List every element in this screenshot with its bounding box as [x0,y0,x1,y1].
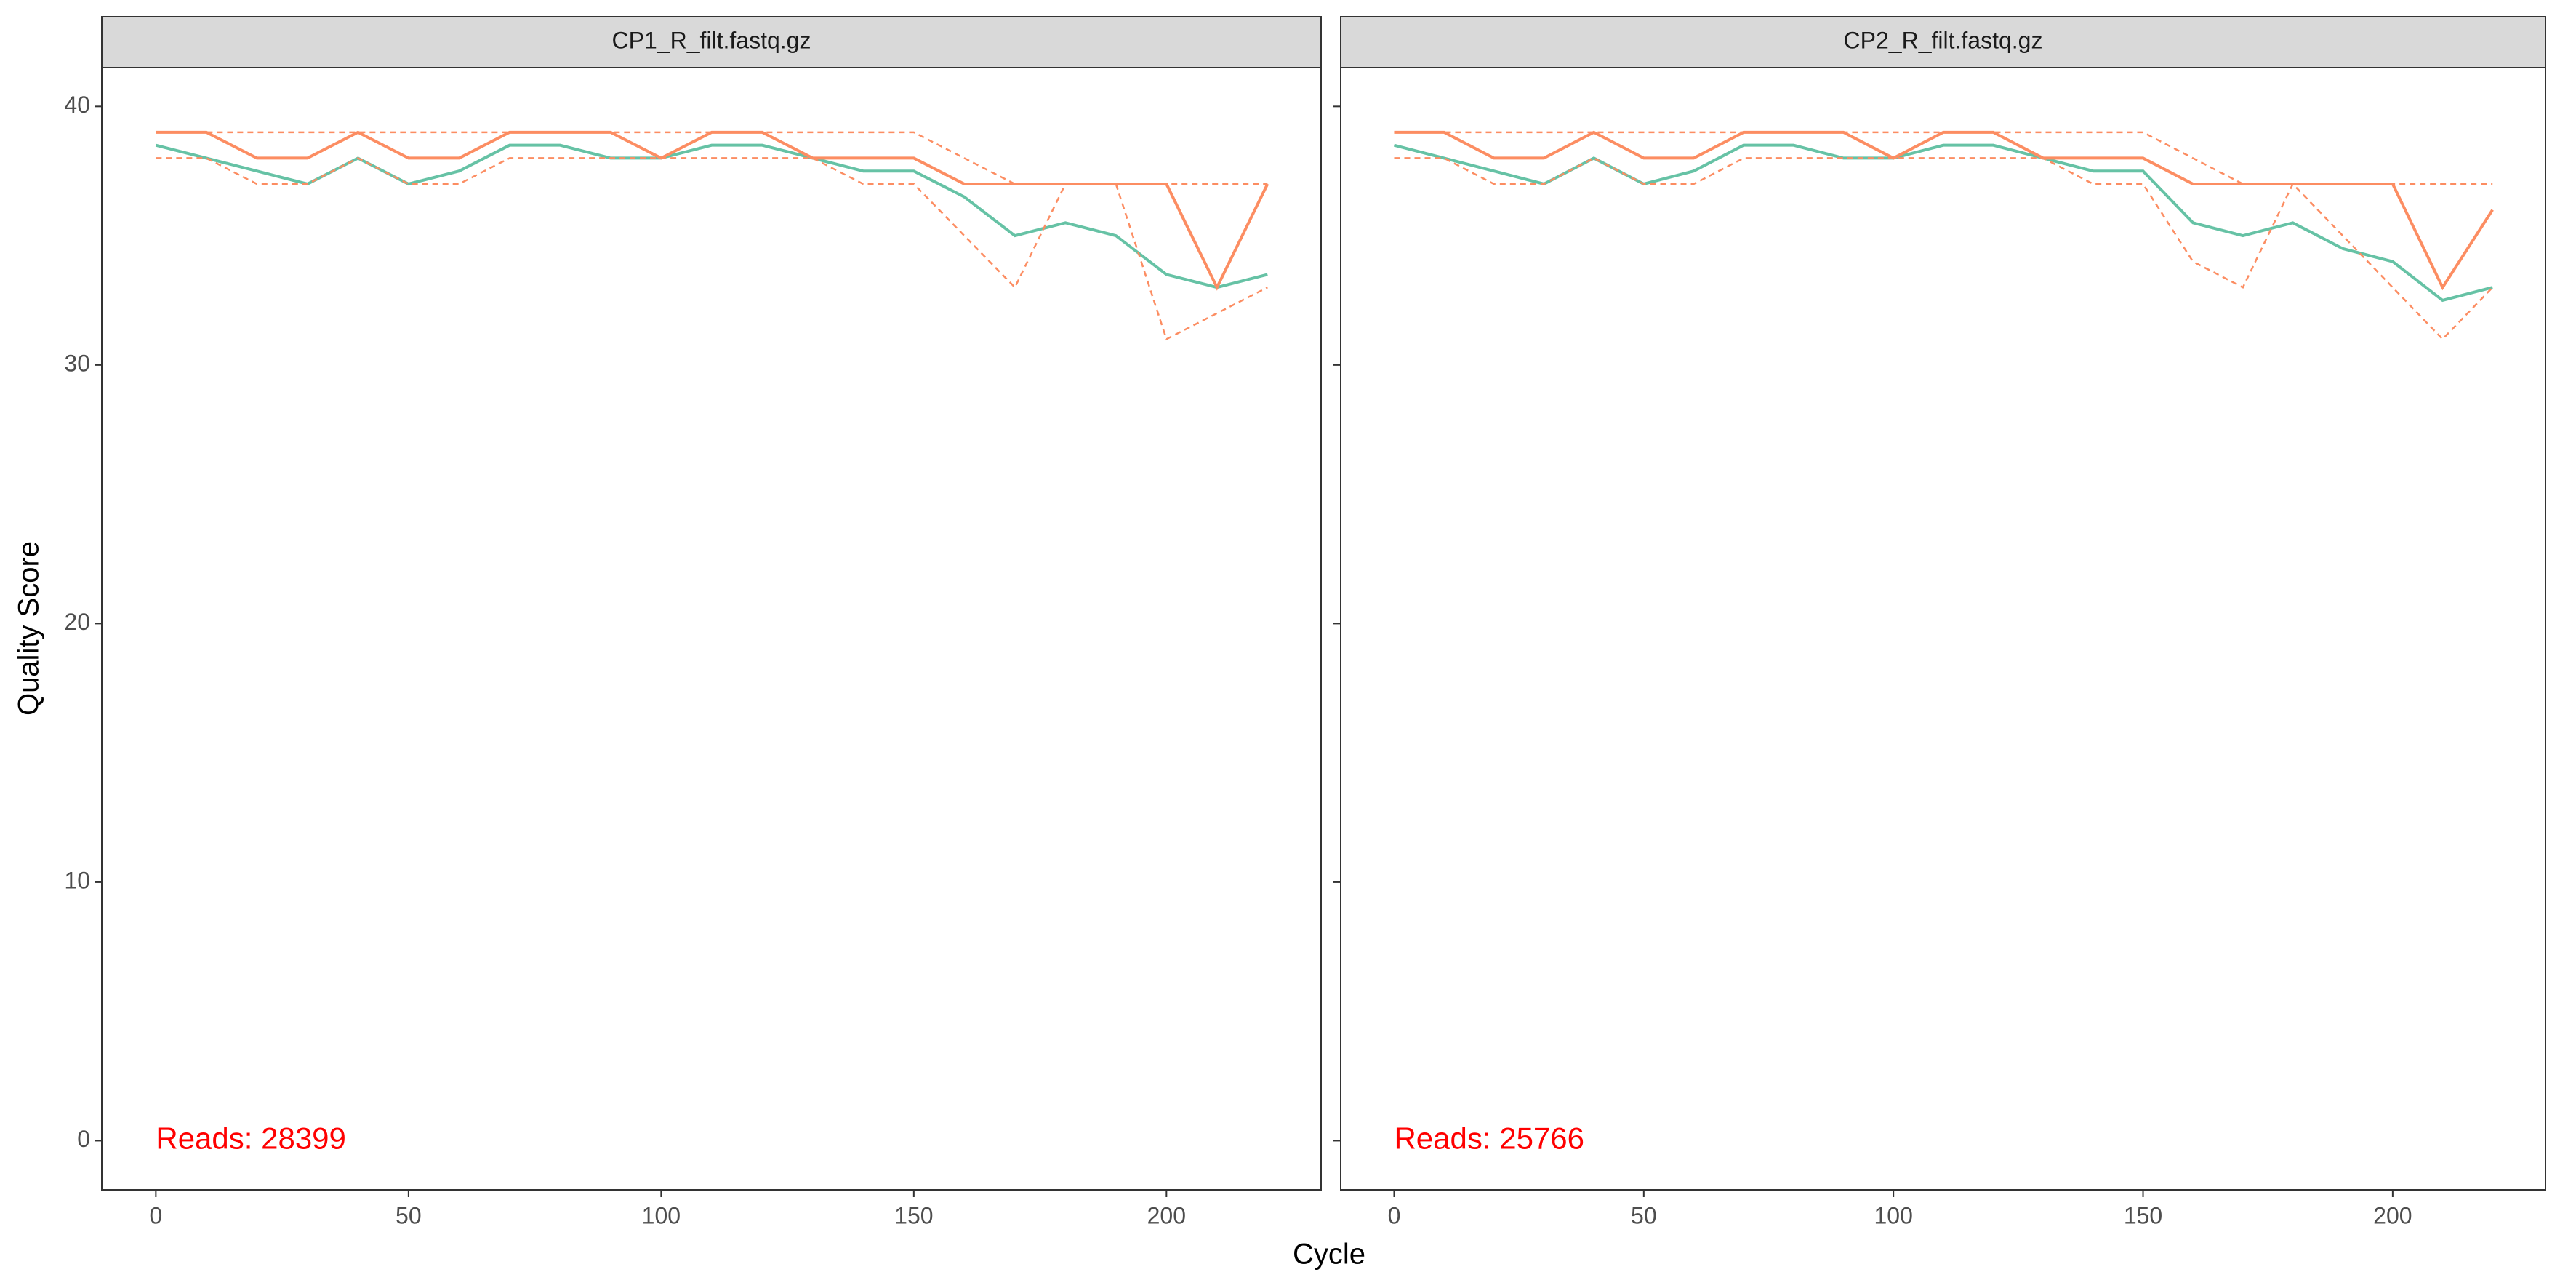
reads-annotation: Reads: 25766 [1394,1121,1584,1156]
x-tick-label: 200 [2373,1202,2412,1228]
series-line [156,131,1268,185]
strip-title: CP1_R_filt.fastq.gz [612,27,811,53]
x-tick-label: 150 [2124,1202,2162,1228]
x-axis-title: Cycle [1293,1239,1365,1271]
series-line [1394,157,2494,341]
series-line [1394,131,2493,185]
y-tick-label: 40 [64,92,90,118]
x-tick-label: 0 [1388,1202,1401,1228]
y-tick-label: 30 [64,350,90,376]
x-tick-label: 0 [149,1202,162,1228]
x-tick-label: 200 [1147,1202,1186,1228]
reads-annotation: Reads: 28399 [156,1121,346,1156]
x-tick-label: 50 [1631,1202,1657,1228]
x-tick-label: 100 [1874,1202,1912,1228]
strip-title: CP2_R_filt.fastq.gz [1844,27,2043,53]
panel [1340,67,2546,1191]
x-tick-label: 150 [894,1202,933,1228]
series-line [156,157,1268,341]
y-axis-title: Quality Score [13,541,45,716]
strip [101,16,1322,68]
y-tick-label: 10 [64,867,90,893]
panel [101,67,1322,1191]
y-tick-label: 20 [64,609,90,635]
x-tick-label: 50 [396,1202,422,1228]
x-tick-label: 100 [642,1202,681,1228]
y-tick-label: 0 [77,1126,90,1152]
